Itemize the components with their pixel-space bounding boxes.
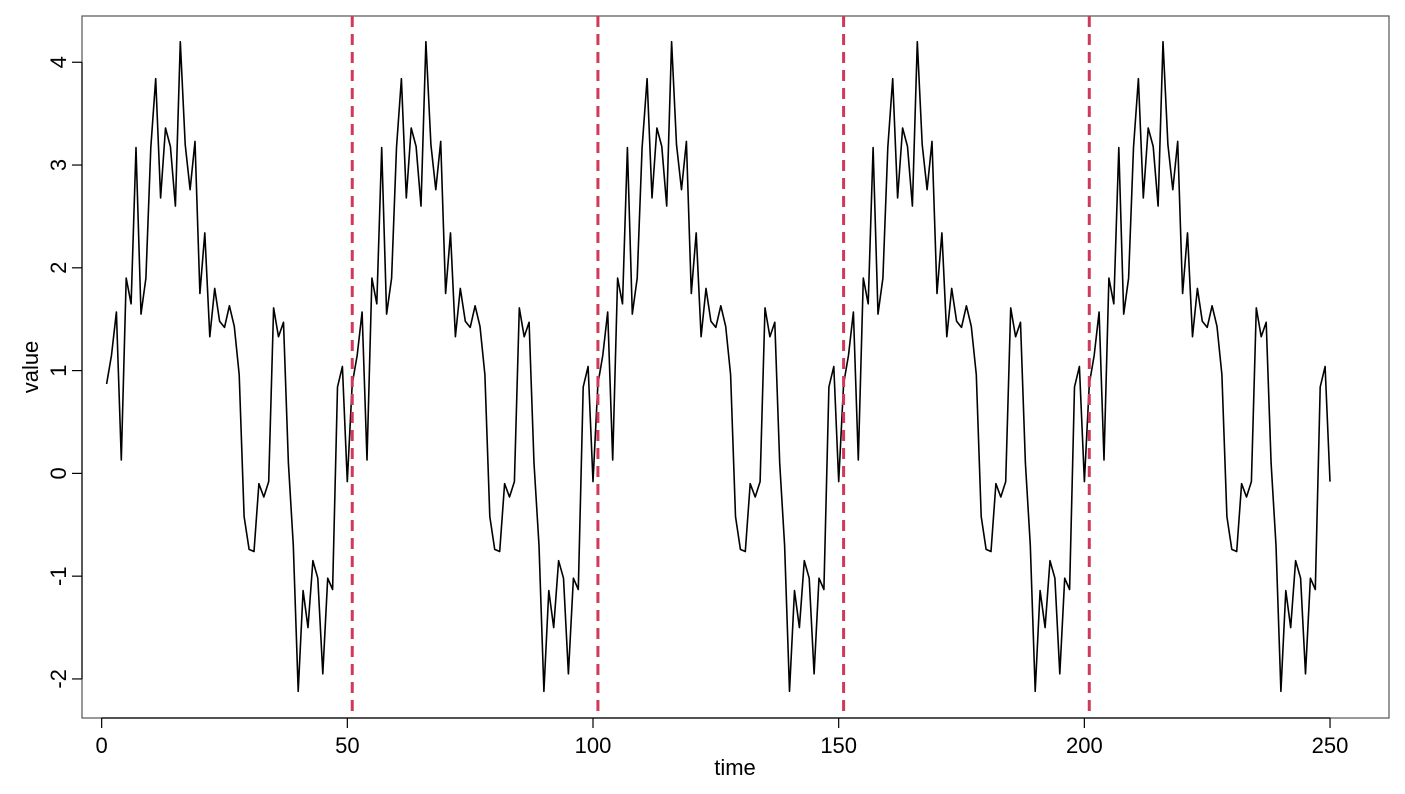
y-tick-label: 1 xyxy=(46,364,71,376)
series-layer xyxy=(105,40,1331,693)
x-axis: 0 50 100 150 200 250 xyxy=(96,717,1349,758)
x-tick-label: 100 xyxy=(575,733,612,758)
series-line xyxy=(105,40,1331,693)
x-tick-label: 0 xyxy=(96,733,108,758)
y-axis-title: value xyxy=(18,341,43,394)
y-tick-label: 4 xyxy=(46,56,71,68)
y-tick-label: 0 xyxy=(46,467,71,479)
plot-frame xyxy=(81,15,1390,719)
vline-layer xyxy=(350,16,1091,718)
x-tick-label: 250 xyxy=(1312,733,1349,758)
y-tick-label: -2 xyxy=(46,669,71,689)
y-axis: -2 -1 0 1 2 3 4 xyxy=(46,56,83,689)
x-axis-title: time xyxy=(714,755,756,780)
x-tick-label: 150 xyxy=(820,733,857,758)
x-tick-label: 200 xyxy=(1066,733,1103,758)
y-tick-label: -1 xyxy=(46,566,71,586)
y-tick-label: 2 xyxy=(46,262,71,274)
y-tick-label: 3 xyxy=(46,159,71,171)
x-tick-label: 50 xyxy=(335,733,359,758)
